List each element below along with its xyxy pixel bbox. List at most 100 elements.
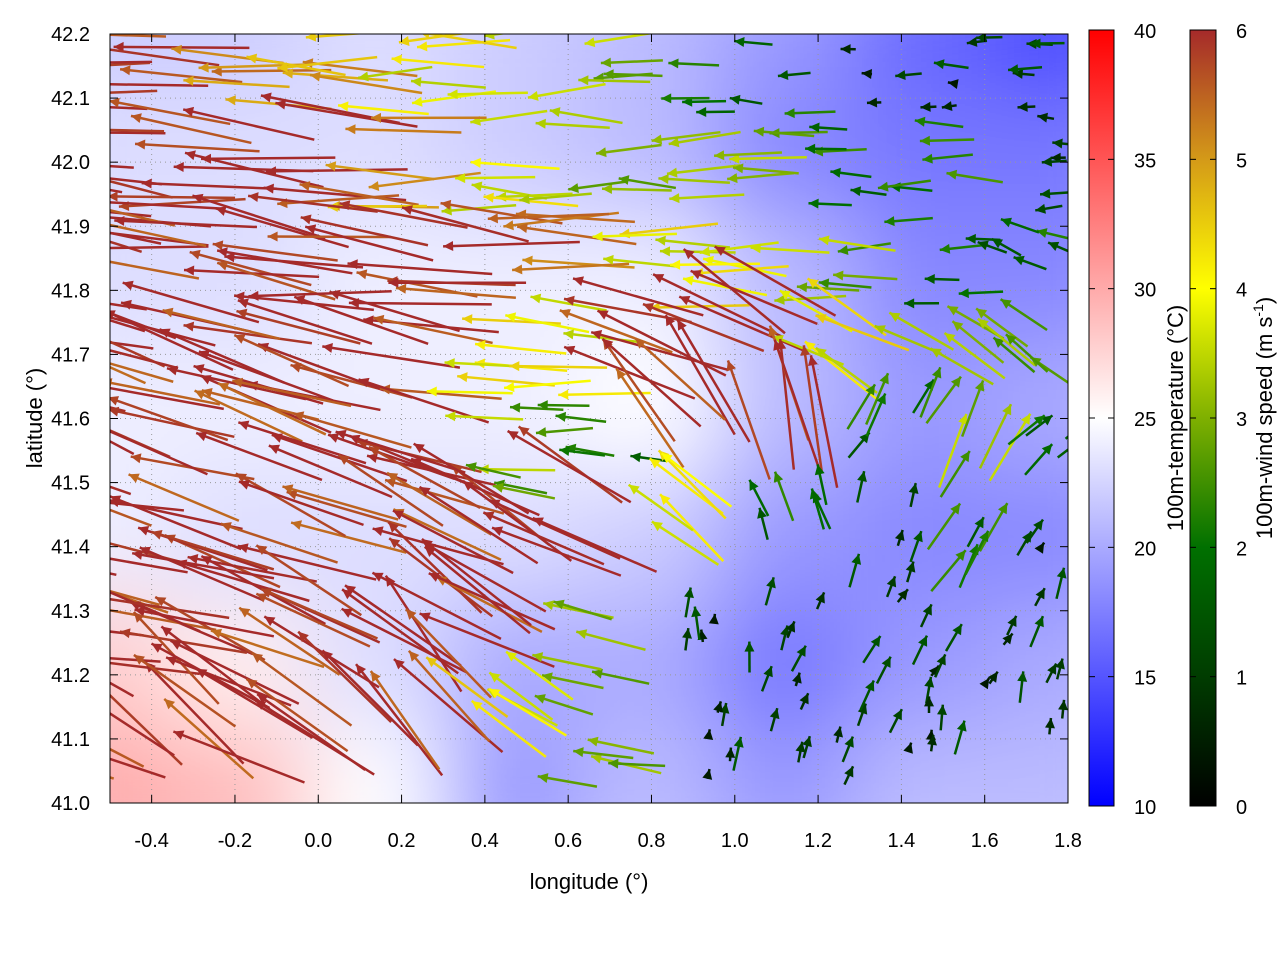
wind-vector [371,571,502,640]
wind-vector [601,337,702,428]
wind-vector-head [661,93,672,104]
wind-vector-head [866,97,878,108]
wind-vector [215,207,349,249]
wind-vector [471,183,548,200]
wind-vector-head [18,199,28,209]
wind-vector-head [110,495,122,505]
wind-vector-head [470,157,481,168]
wind-vector-head [532,652,544,662]
wind-vector [233,333,350,388]
wind-vector [874,324,942,356]
wind-vector-head [874,325,886,335]
wind-vector [256,693,366,771]
wind-vector [769,26,824,29]
wind-vector [292,412,412,449]
wind-vector-head [215,206,227,216]
wind-vector-head [373,314,385,325]
wind-vector-head [322,342,333,353]
wind-vector-head [370,670,381,683]
wind-vector-head [1040,188,1051,199]
wind-vector [110,557,188,574]
wind-vector-head [395,283,407,294]
wind-vector-head [952,321,964,332]
wind-vector-head [166,656,178,666]
wind-vector-head [445,411,456,422]
wind-vector [690,269,818,326]
wind-vector-head [392,510,405,520]
wind-vector-head [922,604,932,616]
wind-vector-head [426,657,438,668]
wind-vector [192,194,326,240]
wind-vector-head [947,79,959,89]
wind-vector-head [305,224,317,235]
wind-vector-head [555,411,567,422]
wind-vector-head [465,462,477,473]
wind-vector-head [440,199,452,210]
wind-vector [110,406,126,413]
wind-vector-head [527,91,539,101]
wind-vector-head [1041,444,1053,455]
wind-vector [668,130,741,146]
wind-vector [440,201,563,225]
wind-vector-head [729,94,741,105]
wind-vector [255,544,363,617]
wind-vector [110,747,145,768]
wind-vector-head [814,464,825,476]
wind-vector-head [248,192,259,203]
wind-vector-head [189,249,201,260]
wind-vector-head [484,34,495,40]
temperature-tick-label: 15 [1134,668,1156,690]
wind-vector-head [946,169,958,180]
wind-vector-head [113,41,124,52]
wind-vector-head [408,650,420,662]
wind-vector-head [166,365,178,376]
wind-vector-head [908,483,919,494]
wind-vector-head [509,402,521,413]
wind-vector-head [462,480,474,491]
wind-vector-head [232,377,244,388]
wind-vector-head [419,612,431,622]
wind-vector [445,414,524,421]
wind-vector [818,237,896,252]
wind-vector-head [572,276,584,286]
wind-vector-head [979,678,990,690]
wind-vector [395,286,516,300]
wind-vector-head [777,70,789,80]
wind-vector-head [651,134,663,145]
wind-vector [373,316,493,345]
wind-vector [110,712,175,757]
wind-vector [802,345,824,473]
wind-vector-head [293,411,305,422]
wind-vector-head [238,420,250,431]
wind-vector [527,82,606,99]
wind-vector-head [85,197,95,207]
wind-vector [379,387,502,401]
wind-vector-head [299,181,311,191]
wind-vector-head [173,162,184,173]
heatmap-cell [989,600,1068,749]
wind-vector-head [815,314,827,324]
wind-vector-head [225,95,236,106]
wind-vector-head [11,98,21,108]
wind-vector-head [812,492,822,504]
wind-vector [122,281,260,324]
wind-vector-head [255,700,267,710]
wind-vector-head [785,621,796,633]
wind-vector-head [537,400,548,411]
wind-vector-head [322,650,334,661]
wind-vector-head [328,433,340,443]
wind-vector-head [773,471,784,483]
wind-vector-head [729,153,740,164]
wind-vector [344,584,462,667]
wind-vector-head [1045,717,1055,729]
wind-vector [804,340,878,401]
x-tick-label: -0.4 [134,830,168,852]
wind-vector [487,212,609,221]
wind-vector-head [670,21,680,31]
wind-vector [110,501,185,512]
x-axis-label: longitude (°) [530,869,649,894]
wind-vector [642,302,765,353]
wind-vector-head [21,648,31,658]
wind-vector-head [927,734,937,746]
wind-vector [558,391,651,397]
